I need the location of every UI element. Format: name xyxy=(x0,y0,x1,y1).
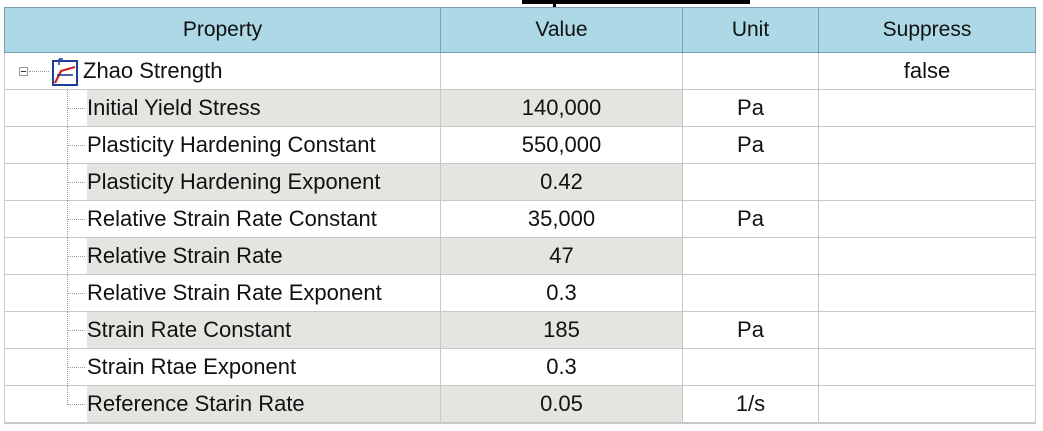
property-name: Reference Starin Rate xyxy=(87,386,440,422)
property-name: Plasticity Hardening Constant xyxy=(87,132,376,157)
tree-row-zhao-strength[interactable]: Zhao Strength false xyxy=(4,53,1036,90)
value-cell[interactable]: 0.42 xyxy=(441,164,683,201)
property-cell: Strain Rate Constant xyxy=(4,312,441,349)
suppress-cell xyxy=(819,312,1036,349)
grid-header: Property Value Unit Suppress xyxy=(4,7,1036,53)
unit-cell[interactable]: Pa xyxy=(683,127,819,164)
suppress-cell xyxy=(819,164,1036,201)
value-cell[interactable]: 0.05 xyxy=(441,386,683,423)
strength-model-icon xyxy=(52,58,78,86)
unit-cell[interactable]: Pa xyxy=(683,201,819,238)
suppress-cell xyxy=(819,275,1036,312)
top-edge xyxy=(0,0,1043,8)
tree-connector xyxy=(67,108,85,109)
property-row[interactable]: Plasticity Hardening Exponent 0.42 xyxy=(4,164,1036,201)
value-cell[interactable]: 550,000 xyxy=(441,127,683,164)
property-cell: Plasticity Hardening Exponent xyxy=(4,164,441,201)
tree-connector xyxy=(67,219,85,220)
property-row[interactable]: Relative Strain Rate Constant 35,000 Pa xyxy=(4,201,1036,238)
value-cell[interactable]: 47 xyxy=(441,238,683,275)
unit-cell xyxy=(683,238,819,275)
unit-cell xyxy=(683,349,819,386)
column-header-property[interactable]: Property xyxy=(4,7,441,53)
column-header-unit[interactable]: Unit xyxy=(683,7,819,53)
column-header-value[interactable]: Value xyxy=(441,7,683,53)
property-name: Relative Strain Rate Exponent xyxy=(87,280,382,305)
unit-cell[interactable]: 1/s xyxy=(683,386,819,423)
suppress-cell xyxy=(819,386,1036,423)
property-cell: Zhao Strength xyxy=(4,53,441,90)
tree-connector xyxy=(67,293,85,294)
suppress-cell xyxy=(819,201,1036,238)
value-cell[interactable]: 0.3 xyxy=(441,349,683,386)
property-cell: Relative Strain Rate xyxy=(4,238,441,275)
column-header-suppress[interactable]: Suppress xyxy=(819,7,1036,53)
value-cell[interactable]: 185 xyxy=(441,312,683,349)
property-name: Strain Rtae Exponent xyxy=(87,354,297,379)
property-row[interactable]: Relative Strain Rate Exponent 0.3 xyxy=(4,275,1036,312)
property-cell: Strain Rtae Exponent xyxy=(4,349,441,386)
property-name: Strain Rate Constant xyxy=(87,312,440,348)
value-cell[interactable]: 140,000 xyxy=(441,90,683,127)
tree-connector xyxy=(67,256,85,257)
grid-bottom-edge xyxy=(4,423,1036,431)
property-cell: Initial Yield Stress xyxy=(4,90,441,127)
tree-connector xyxy=(67,386,68,405)
divider xyxy=(522,0,750,4)
unit-cell xyxy=(683,164,819,201)
property-name: Plasticity Hardening Exponent xyxy=(87,164,440,200)
suppress-cell xyxy=(819,90,1036,127)
property-cell: Relative Strain Rate Constant xyxy=(4,201,441,238)
tree-connector xyxy=(67,330,85,331)
property-cell: Plasticity Hardening Constant xyxy=(4,127,441,164)
property-cell: Reference Starin Rate xyxy=(4,386,441,423)
suppress-cell[interactable]: false xyxy=(819,53,1036,90)
value-cell[interactable]: 0.3 xyxy=(441,275,683,312)
property-name: Initial Yield Stress xyxy=(87,90,440,126)
property-name: Zhao Strength xyxy=(83,58,223,83)
value-cell[interactable]: 35,000 xyxy=(441,201,683,238)
tree-connector xyxy=(67,145,85,146)
property-row[interactable]: Initial Yield Stress 140,000 Pa xyxy=(4,90,1036,127)
tree-connector xyxy=(67,404,85,405)
property-row[interactable]: Relative Strain Rate 47 xyxy=(4,238,1036,275)
unit-cell[interactable]: Pa xyxy=(683,90,819,127)
tree-connector xyxy=(67,367,85,368)
property-name: Relative Strain Rate Constant xyxy=(87,206,377,231)
divider xyxy=(553,4,556,8)
tree-connector xyxy=(29,71,49,72)
property-row[interactable]: Plasticity Hardening Constant 550,000 Pa xyxy=(4,127,1036,164)
suppress-cell xyxy=(819,349,1036,386)
unit-cell[interactable]: Pa xyxy=(683,312,819,349)
property-name: Relative Strain Rate xyxy=(87,238,440,274)
grid-rows: Zhao Strength false Initial Yield Stress… xyxy=(4,53,1036,423)
unit-cell xyxy=(683,53,819,90)
collapse-toggle-icon[interactable] xyxy=(19,67,28,76)
property-row[interactable]: Reference Starin Rate 0.05 1/s xyxy=(4,386,1036,423)
property-row[interactable]: Strain Rtae Exponent 0.3 xyxy=(4,349,1036,386)
property-cell: Relative Strain Rate Exponent xyxy=(4,275,441,312)
suppress-cell xyxy=(819,127,1036,164)
value-cell[interactable] xyxy=(441,53,683,90)
suppress-cell xyxy=(819,238,1036,275)
property-row[interactable]: Strain Rate Constant 185 Pa xyxy=(4,312,1036,349)
tree-connector xyxy=(67,182,85,183)
unit-cell xyxy=(683,275,819,312)
